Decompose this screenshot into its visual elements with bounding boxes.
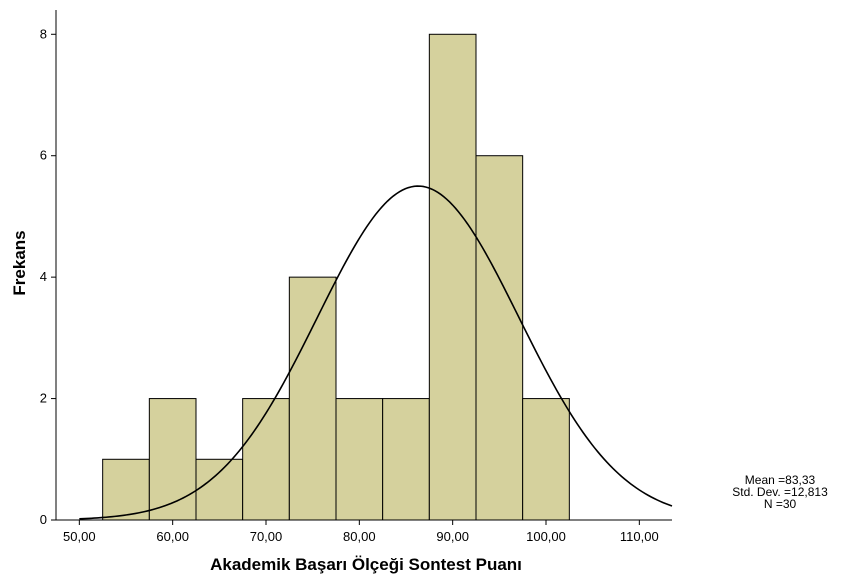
- stats-mean: Mean =83,33: [745, 473, 816, 487]
- x-tick-label: 50,00: [63, 529, 96, 544]
- x-axis-ticks: 50,00 60,00 70,00 80,00 90,00 100,00 110,00: [63, 520, 659, 544]
- y-axis-ticks: 0 2 4 6 8: [40, 26, 56, 527]
- x-tick-label: 90,00: [436, 529, 469, 544]
- histogram-bar: [382, 398, 430, 521]
- x-axis-title: Akademik Başarı Ölçeği Sontest Puanı: [210, 555, 522, 574]
- y-axis-title: Frekans: [10, 230, 29, 295]
- stats-std-dev: Std. Dev. =12,813: [732, 485, 828, 499]
- y-tick-label: 8: [40, 26, 47, 41]
- y-tick-label: 0: [40, 512, 47, 527]
- histogram-bar: [335, 398, 384, 521]
- histogram-bar: [428, 33, 477, 521]
- stats-n: N =30: [764, 497, 797, 511]
- y-tick-label: 2: [40, 391, 47, 406]
- x-tick-label: 110,00: [620, 529, 659, 544]
- x-tick-label: 70,00: [250, 529, 283, 544]
- histogram-bar: [102, 458, 150, 521]
- histogram-bar: [148, 398, 197, 521]
- histogram-bar: [522, 398, 570, 521]
- histogram-bar: [195, 458, 244, 521]
- x-tick-label: 100,00: [526, 529, 566, 544]
- x-tick-label: 80,00: [343, 529, 376, 544]
- histogram-bar: [288, 276, 337, 521]
- y-tick-label: 4: [40, 269, 47, 284]
- normal-curve: [79, 185, 673, 520]
- y-tick-label: 6: [40, 148, 47, 163]
- histogram-bars: [102, 33, 570, 521]
- histogram-bar: [475, 155, 524, 521]
- x-tick-label: 60,00: [156, 529, 189, 544]
- histogram-bar: [242, 398, 290, 521]
